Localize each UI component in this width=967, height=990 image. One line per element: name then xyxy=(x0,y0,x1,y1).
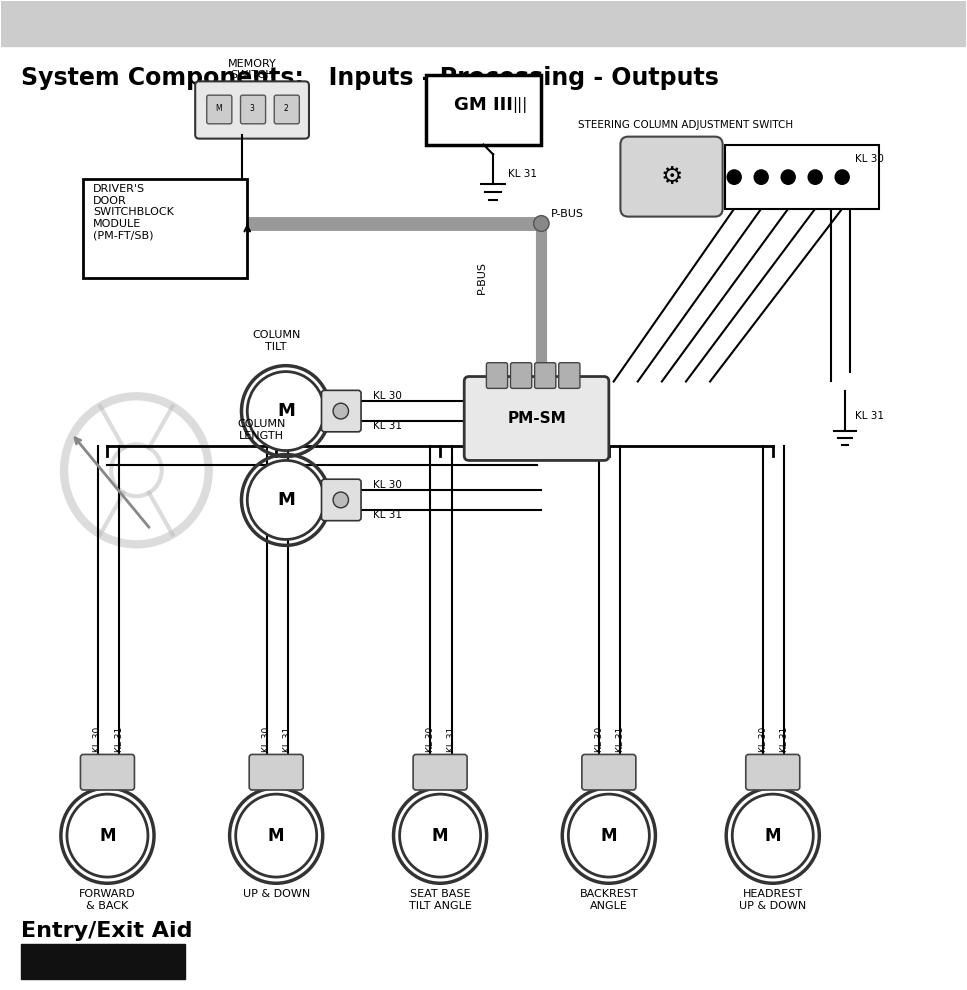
FancyBboxPatch shape xyxy=(275,95,300,124)
Text: M: M xyxy=(100,827,116,844)
Text: P-BUS: P-BUS xyxy=(551,209,584,219)
FancyBboxPatch shape xyxy=(464,376,609,460)
Bar xyxy=(1,1,966,46)
Text: UP & DOWN: UP & DOWN xyxy=(243,889,309,900)
Text: Entry/Exit Aid: Entry/Exit Aid xyxy=(20,922,192,941)
Text: BIMMERBOARD: BIMMERBOARD xyxy=(25,956,100,966)
Circle shape xyxy=(248,371,324,450)
Text: KL 31: KL 31 xyxy=(447,728,456,752)
FancyBboxPatch shape xyxy=(241,95,266,124)
Circle shape xyxy=(534,216,549,232)
Circle shape xyxy=(569,794,650,877)
Text: KL 31: KL 31 xyxy=(372,510,401,520)
Text: KL 30: KL 30 xyxy=(93,728,103,752)
Text: KL 31: KL 31 xyxy=(616,728,625,752)
Text: KL 30: KL 30 xyxy=(372,391,401,401)
Bar xyxy=(83,179,248,278)
Circle shape xyxy=(399,794,481,877)
FancyBboxPatch shape xyxy=(511,362,532,388)
FancyBboxPatch shape xyxy=(321,479,361,521)
Text: KL 31: KL 31 xyxy=(372,421,401,431)
Bar xyxy=(425,75,542,145)
Circle shape xyxy=(753,169,769,185)
FancyBboxPatch shape xyxy=(80,754,134,790)
Text: MEMORY
SWITCH: MEMORY SWITCH xyxy=(227,58,277,80)
FancyBboxPatch shape xyxy=(746,754,800,790)
Text: KL 31: KL 31 xyxy=(779,728,789,752)
Text: |||: ||| xyxy=(513,97,528,113)
Text: P-BUS: P-BUS xyxy=(477,261,486,294)
Text: KL 31: KL 31 xyxy=(855,411,884,421)
Text: KL 30: KL 30 xyxy=(759,728,768,752)
Text: M: M xyxy=(277,491,295,509)
Text: KL 30: KL 30 xyxy=(262,728,271,752)
Text: KL 31: KL 31 xyxy=(508,169,537,179)
Circle shape xyxy=(780,169,796,185)
Text: 2: 2 xyxy=(283,105,288,114)
Circle shape xyxy=(807,169,823,185)
Text: System Components:   Inputs - Processing - Outputs: System Components: Inputs - Processing -… xyxy=(20,65,718,89)
Circle shape xyxy=(236,794,316,877)
Text: SEAT BASE
TILT ANGLE: SEAT BASE TILT ANGLE xyxy=(409,889,472,911)
FancyBboxPatch shape xyxy=(249,754,304,790)
Circle shape xyxy=(67,794,148,877)
Circle shape xyxy=(732,794,813,877)
Circle shape xyxy=(726,169,742,185)
Text: STEERING COLUMN ADJUSTMENT SWITCH: STEERING COLUMN ADJUSTMENT SWITCH xyxy=(578,120,794,130)
FancyBboxPatch shape xyxy=(207,95,232,124)
Text: KL 30: KL 30 xyxy=(595,728,603,752)
Circle shape xyxy=(333,492,348,508)
Text: KL 31: KL 31 xyxy=(283,728,292,752)
Text: M: M xyxy=(765,827,781,844)
Text: M: M xyxy=(432,827,449,844)
Bar xyxy=(20,944,185,979)
FancyBboxPatch shape xyxy=(621,137,722,217)
Text: ⚙: ⚙ xyxy=(660,165,683,189)
FancyBboxPatch shape xyxy=(413,754,467,790)
Bar xyxy=(724,145,879,209)
Text: M: M xyxy=(601,827,617,844)
Text: M: M xyxy=(215,105,221,114)
Text: KL 30: KL 30 xyxy=(372,480,401,490)
Text: 3: 3 xyxy=(249,105,254,114)
Circle shape xyxy=(248,460,324,540)
Text: KL 30: KL 30 xyxy=(855,154,884,164)
Text: BACKREST
ANGLE: BACKREST ANGLE xyxy=(579,889,638,911)
Text: .com: .com xyxy=(154,956,174,965)
Circle shape xyxy=(835,169,850,185)
Text: COLUMN
LENGTH: COLUMN LENGTH xyxy=(238,419,286,441)
Text: PM-SM: PM-SM xyxy=(507,411,566,426)
Text: HEADREST
UP & DOWN: HEADREST UP & DOWN xyxy=(739,889,806,911)
Text: M: M xyxy=(277,402,295,420)
Text: M: M xyxy=(268,827,284,844)
Text: KL 31: KL 31 xyxy=(114,728,124,752)
Text: FORWARD
& BACK: FORWARD & BACK xyxy=(79,889,135,911)
FancyBboxPatch shape xyxy=(559,362,580,388)
Circle shape xyxy=(333,403,348,419)
Text: KL 30: KL 30 xyxy=(426,728,435,752)
Text: GM III: GM III xyxy=(454,96,513,114)
FancyBboxPatch shape xyxy=(486,362,508,388)
FancyBboxPatch shape xyxy=(321,390,361,432)
FancyBboxPatch shape xyxy=(195,81,309,139)
FancyBboxPatch shape xyxy=(582,754,636,790)
Text: COLUMN
TILT: COLUMN TILT xyxy=(252,331,301,351)
FancyBboxPatch shape xyxy=(535,362,556,388)
Text: DRIVER'S
DOOR
SWITCHBLOCK
MODULE
(PM-FT/SB): DRIVER'S DOOR SWITCHBLOCK MODULE (PM-FT/… xyxy=(93,184,174,241)
